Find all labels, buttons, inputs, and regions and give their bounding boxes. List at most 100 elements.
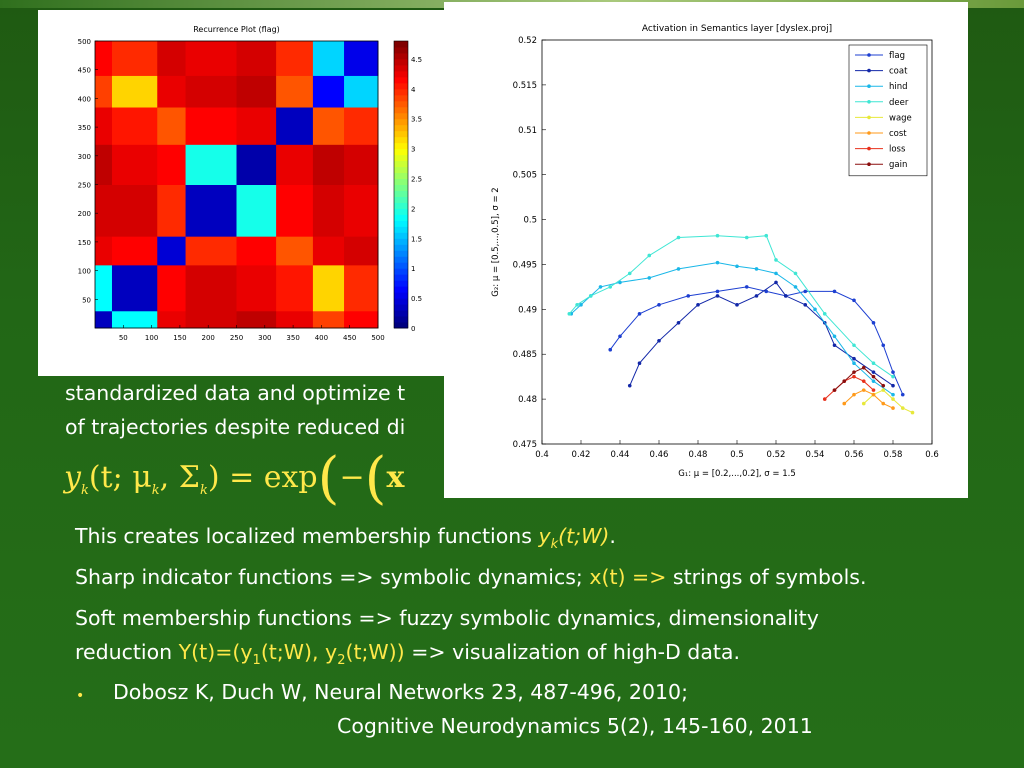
heatmap-cell [236, 184, 277, 237]
eq-inner: − [339, 460, 365, 495]
recurrence-plot-panel: Recurrence Plot (flag) 50 100 150 200 250 300 3… [38, 10, 460, 376]
heatmap-cell [185, 310, 237, 329]
series-point-hind [735, 264, 739, 269]
reference-line-2: Cognitive Neurodynamics 5(2), 145-160, 2… [337, 714, 813, 738]
series-point-coat [696, 303, 700, 307]
legend-box [848, 44, 928, 177]
series-point-deer [852, 343, 856, 348]
series-point-deer [744, 235, 749, 240]
heatmap-cell [276, 75, 314, 108]
series-point-hind [598, 285, 603, 289]
colorbar-segment [394, 160, 408, 168]
series-point-flag [900, 392, 905, 397]
heatmap-y-tick-label: 350 [78, 124, 91, 132]
heatmap-cell [185, 41, 237, 76]
colorbar-tick-label: 2 [411, 205, 415, 213]
line-x-tick-label: 0.52 [767, 450, 786, 460]
colorbar-segment [394, 94, 408, 102]
legend-marker-coat [867, 68, 871, 73]
series-point-cost [861, 388, 866, 392]
legend-label-hind: hind [889, 82, 908, 92]
series-point-wage [900, 406, 905, 410]
colorbar-segment [394, 142, 408, 150]
colorbar-segment [394, 148, 408, 156]
heatmap-cell [95, 236, 113, 266]
colorbar-segment [394, 58, 408, 66]
series-point-cost [871, 392, 876, 397]
series-point-coat [657, 338, 661, 343]
line-y-axis-label: G₂: μ = [0.5,...,0.5], σ = 2 [491, 187, 501, 296]
colorbar-segment [394, 280, 408, 287]
heatmap-cell [157, 144, 187, 185]
heatmap-cell [236, 75, 277, 108]
colorbar-segment [394, 214, 408, 221]
series-point-deer [647, 253, 652, 258]
colorbar-segment [394, 196, 408, 203]
heatmap-cell [312, 184, 345, 237]
series-point-wage [910, 410, 915, 415]
colorbar-segment [394, 172, 408, 180]
series-point-hind [715, 260, 720, 265]
eq-args-sub: k [151, 483, 160, 498]
heatmap-y-tick-label: 100 [78, 268, 91, 276]
line-y-tick-label: 0.485 [513, 350, 537, 360]
legend-label-gain: gain [889, 160, 907, 170]
text-line-sharp: Sharp indicator functions => symbolic dy… [75, 562, 866, 592]
legend-label-coat: coat [889, 67, 908, 77]
colorbar-segment [394, 226, 408, 233]
text-reduction-pre: reduction [75, 640, 179, 664]
legend-marker-cost [867, 131, 871, 135]
heatmap-cell [276, 41, 314, 76]
text-reduction-math: Y(t)=(y1(t;W), y2(t;W)) [179, 640, 405, 668]
colorbar-frame [393, 40, 409, 329]
colorbar-segment [394, 46, 408, 54]
line-x-tick-label: 0.44 [611, 450, 630, 460]
colorbar-segment [394, 304, 408, 311]
heatmap-cell [95, 264, 113, 312]
heatmap-cell [111, 41, 158, 76]
heatmap-cell [312, 310, 345, 329]
series-point-flag [637, 312, 642, 316]
line-x-tick-label: 0.48 [689, 450, 708, 460]
series-point-hind [793, 285, 798, 289]
colorbar-tick-label: 3.5 [411, 116, 422, 124]
series-line-loss [824, 376, 874, 400]
line-y-tick-label: 0.505 [513, 171, 537, 181]
heatmap-cell [185, 184, 237, 237]
line-x-tick-label: 0.56 [845, 450, 864, 460]
series-point-cost [852, 392, 856, 397]
heatmap-cell [95, 107, 113, 145]
series-point-deer [567, 312, 572, 316]
legend-marker-wage [867, 115, 871, 120]
heatmap-cell [276, 264, 314, 312]
heatmap-cell [236, 107, 277, 145]
series-point-cost [881, 401, 886, 406]
line-y-tick-label: 0.49 [518, 305, 537, 315]
colorbar-segment [394, 208, 408, 215]
series-point-hind [579, 303, 583, 307]
heatmap-cell [185, 264, 237, 312]
series-point-flag [618, 334, 622, 339]
text-localized-args: (t;W) [558, 524, 610, 548]
series-point-flag [686, 294, 691, 298]
colorbar-segment [394, 70, 408, 78]
heatmap-x-tick-label: 400 [315, 334, 328, 342]
colorbar-segment [394, 124, 408, 132]
text-reduction-end-math: (t;W)) [345, 640, 405, 664]
colorbar-segment [394, 298, 408, 305]
heatmap-cell [111, 236, 158, 266]
colorbar-segment [394, 112, 408, 120]
series-line-coat [629, 281, 894, 387]
colorbar-tick-label: 2.5 [411, 176, 422, 184]
series-point-coat [735, 303, 739, 307]
line-x-tick-label: 0.4 [535, 450, 549, 460]
heatmap-cell [111, 310, 158, 329]
series-point-wage [891, 397, 895, 401]
series-line-deer [568, 235, 894, 378]
membership-equation: yk(t; μk, Σk) = exp(−(x [64, 446, 404, 511]
heatmap-cell [344, 184, 379, 237]
colorbar-tick-label: 0.5 [411, 295, 422, 303]
legend-marker-gain [867, 162, 871, 166]
series-point-gain [871, 374, 876, 379]
activation-plot-panel: Activation in Semantics layer [dyslex.pr… [444, 2, 968, 498]
